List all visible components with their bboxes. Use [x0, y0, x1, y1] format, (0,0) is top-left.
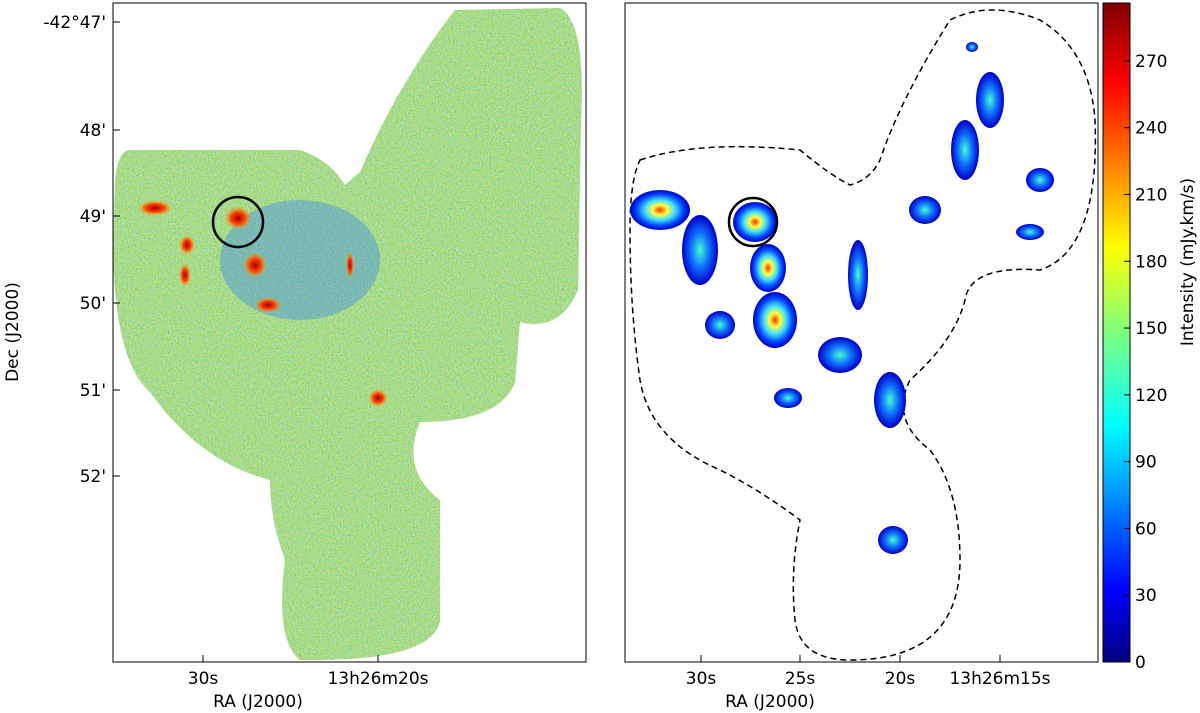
- colorbar-tick-label: 180: [1135, 252, 1167, 272]
- x-tick-label: 13h26m20s: [327, 669, 428, 689]
- colorbar-tick-label: 120: [1135, 386, 1167, 406]
- y-tick-label: 51': [80, 381, 106, 401]
- colorbar-tick-label: 30: [1135, 586, 1157, 606]
- x-tick-label: 13h26m15s: [949, 669, 1050, 689]
- colorbar-label: Intensity (mJy.km/s): [1178, 178, 1198, 346]
- colorbar-tick-label: 270: [1135, 52, 1167, 72]
- y-tick-label: 49': [80, 207, 106, 227]
- y-axis-label: Dec (J2000): [3, 282, 23, 382]
- colorbar-tick-label: 0: [1135, 653, 1146, 673]
- footprint-outline: [629, 9, 1097, 661]
- right-map: [630, 42, 1054, 554]
- colorbar-tick-label: 60: [1135, 519, 1157, 539]
- colorbar-tick-label: 240: [1135, 119, 1167, 139]
- y-tick-label: 48': [80, 121, 106, 141]
- y-tick-label: 52': [80, 467, 106, 487]
- x-axis-label: RA (J2000): [725, 692, 815, 712]
- y-tick-label: -42°47': [43, 13, 106, 33]
- x-tick-label: 30s: [188, 669, 219, 689]
- left-frame: [112, 2, 587, 663]
- marker-circle: [727, 196, 779, 248]
- x-tick-label: 20s: [885, 669, 916, 689]
- right-frame: [624, 2, 1099, 663]
- marker-circle: [211, 195, 265, 249]
- x-tick-label: 30s: [686, 669, 717, 689]
- colorbar: [1102, 2, 1131, 663]
- x-axis-label: RA (J2000): [213, 692, 303, 712]
- y-tick-label: 50': [80, 294, 106, 314]
- left-map: [113, 8, 582, 661]
- colorbar-tick-label: 90: [1135, 453, 1157, 473]
- x-tick-label: 25s: [785, 669, 816, 689]
- colorbar-tick-label: 150: [1135, 319, 1167, 339]
- colorbar-tick-label: 210: [1135, 185, 1167, 205]
